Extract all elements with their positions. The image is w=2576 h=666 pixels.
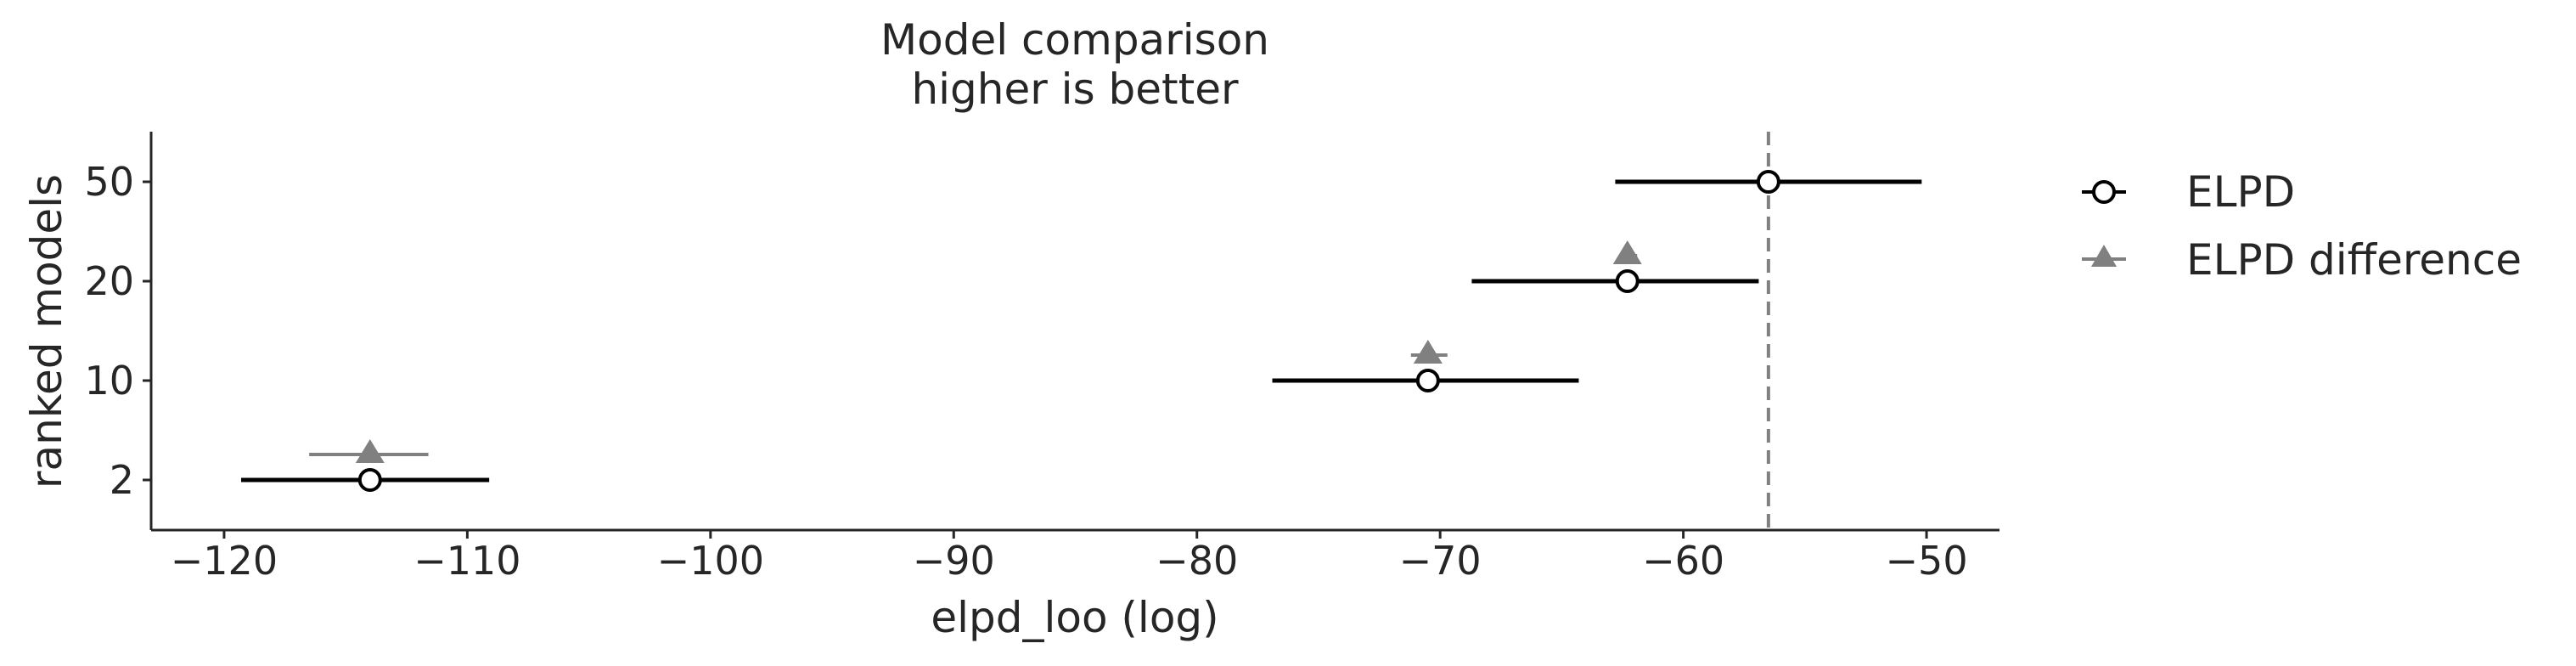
y-tick-label: 10 (84, 358, 134, 404)
y-axis-label: ranked models (22, 174, 71, 488)
legend-difference-marker (2091, 245, 2117, 267)
plot-area (240, 132, 1922, 530)
legend-difference-label: ELPD difference (2186, 235, 2522, 285)
x-tick-label: −110 (413, 538, 520, 584)
legend-item-elpd-difference: ELPD difference (2082, 235, 2522, 285)
x-axis-ticks: −120 −110 −100 −90 −80 −70 −60 −50 (171, 530, 1968, 584)
y-tick-label: 20 (84, 258, 134, 304)
x-axis-label: elpd_loo (log) (931, 593, 1218, 642)
legend-item-elpd: ELPD (2082, 167, 2295, 217)
x-tick-label: −100 (657, 538, 764, 584)
x-tick-label: −80 (1156, 538, 1238, 584)
elpd-difference-point (1413, 340, 1443, 364)
legend-elpd-marker (2092, 180, 2116, 204)
chart-title: Model comparison (880, 15, 1269, 65)
x-tick-label: −50 (1886, 538, 1968, 584)
legend: ELPD ELPD difference (2082, 167, 2522, 285)
elpd-point (1415, 369, 1440, 392)
x-tick-label: −90 (913, 538, 995, 584)
elpd-difference-point (355, 439, 385, 463)
elpd-point (1756, 170, 1780, 194)
chart-subtitle: higher is better (911, 65, 1239, 114)
elpd-point (1615, 269, 1640, 293)
y-tick-label: 50 (84, 159, 134, 205)
elpd-point (357, 468, 382, 492)
legend-elpd-label: ELPD (2186, 167, 2295, 217)
y-axis-ticks: 50 20 10 2 (84, 159, 151, 503)
y-tick-label: 2 (110, 457, 134, 503)
x-tick-label: −120 (171, 538, 278, 584)
elpd-difference-point (1612, 240, 1642, 264)
x-tick-label: −60 (1642, 538, 1724, 584)
x-tick-label: −70 (1399, 538, 1482, 584)
